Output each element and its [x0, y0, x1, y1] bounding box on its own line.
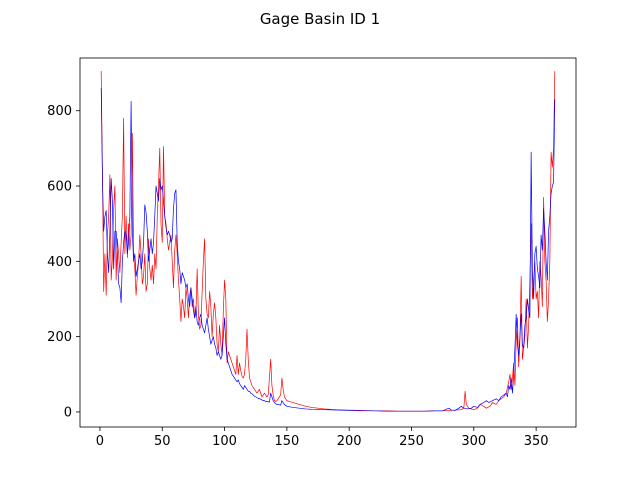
x-tick-label: 150 — [274, 434, 299, 449]
series-line-1 — [100, 71, 556, 412]
x-tick-label: 100 — [212, 434, 237, 449]
series-line-2 — [100, 88, 556, 412]
x-tick-label: 250 — [399, 434, 424, 449]
plot-frame — [79, 57, 577, 428]
x-tick-label: 200 — [337, 434, 362, 449]
y-tick-label: 400 — [47, 255, 72, 270]
chart-title: Gage Basin ID 1 — [260, 10, 380, 28]
x-tick-label: 50 — [154, 434, 171, 449]
axes-layer: 0 50 100 150 200 250 300 350 0 200 400 600 800 — [47, 57, 577, 449]
y-tick-label: 800 — [47, 104, 72, 119]
y-tick-label: 0 — [64, 405, 72, 420]
y-tick-label: 600 — [47, 180, 72, 195]
series-layer — [100, 71, 556, 412]
x-tick-label: 350 — [524, 434, 549, 449]
x-tick-label: 300 — [461, 434, 486, 449]
y-tick-label: 200 — [47, 330, 72, 345]
x-tick-label: 0 — [96, 434, 104, 449]
